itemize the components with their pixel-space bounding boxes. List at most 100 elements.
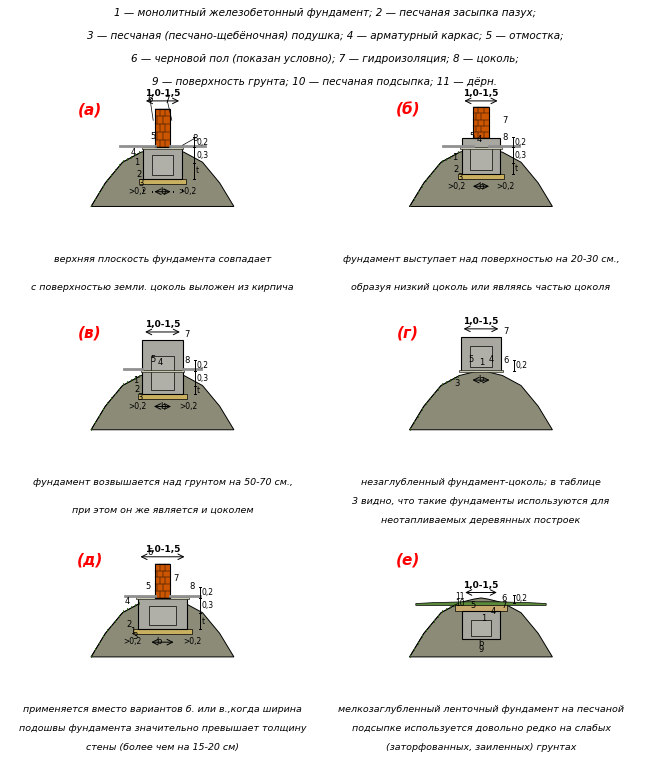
Text: фундамент выступает над поверхностью на 20-30 см.,: фундамент выступает над поверхностью на …	[343, 255, 619, 263]
Text: 7: 7	[502, 601, 507, 611]
Text: (заторфованных, заиленных) грунтах: (заторфованных, заиленных) грунтах	[386, 743, 576, 752]
Text: b: b	[478, 182, 484, 191]
Text: 5: 5	[146, 582, 151, 591]
Text: t: t	[196, 166, 200, 176]
Text: >0,2: >0,2	[128, 402, 146, 411]
Polygon shape	[91, 598, 234, 657]
Text: 4: 4	[477, 135, 482, 144]
Text: 7: 7	[174, 574, 179, 583]
Text: 0,3: 0,3	[202, 601, 214, 610]
Text: 6 — черновой пол (показан условно); 7 — гидроизоляция; 8 — цоколь;: 6 — черновой пол (показан условно); 7 — …	[131, 54, 519, 64]
Text: 7: 7	[164, 95, 170, 105]
Text: 1,0-1,5: 1,0-1,5	[145, 545, 180, 554]
Text: 1,0-1,5: 1,0-1,5	[145, 89, 180, 98]
Polygon shape	[410, 371, 552, 430]
Text: 1: 1	[480, 358, 485, 367]
Text: 6: 6	[503, 356, 508, 365]
Text: 0,3: 0,3	[197, 374, 209, 383]
Bar	[455, 604, 507, 611]
Text: 0,2: 0,2	[196, 138, 208, 146]
Text: 0,2: 0,2	[515, 138, 527, 146]
Text: t: t	[197, 386, 200, 395]
Text: 4: 4	[158, 358, 163, 367]
Bar	[470, 346, 492, 367]
Text: 0,3: 0,3	[515, 151, 527, 159]
Text: 1: 1	[130, 627, 135, 635]
Text: 4: 4	[490, 608, 495, 616]
Text: 3: 3	[138, 179, 144, 188]
Bar	[471, 620, 491, 636]
Text: 8: 8	[189, 582, 194, 591]
Text: при этом он же является и цоколем: при этом он же является и цоколем	[72, 507, 254, 515]
Text: 1,0-1,5: 1,0-1,5	[463, 581, 499, 590]
Text: 1,0-1,5: 1,0-1,5	[463, 317, 499, 326]
Text: 5: 5	[469, 355, 474, 364]
Bar	[460, 146, 502, 149]
Text: верхняя плоскость фундамента совпадает: верхняя плоскость фундамента совпадает	[54, 255, 271, 263]
Text: 1: 1	[134, 158, 139, 166]
Bar	[155, 564, 170, 598]
Text: 2: 2	[135, 385, 140, 393]
Text: неотапливаемых деревянных построек: неотапливаемых деревянных построек	[382, 516, 580, 525]
Bar	[151, 156, 174, 175]
Text: 10: 10	[456, 600, 465, 608]
Text: 3: 3	[454, 380, 460, 388]
Bar	[149, 606, 176, 625]
Text: b: b	[160, 187, 165, 196]
Text: 6: 6	[147, 548, 152, 557]
Polygon shape	[410, 148, 552, 206]
Text: 11: 11	[456, 592, 465, 601]
Bar	[133, 629, 192, 634]
Text: подошвы фундамента значительно превышает толщину: подошвы фундамента значительно превышает…	[19, 724, 306, 733]
Text: 8: 8	[185, 356, 190, 365]
Text: 5: 5	[150, 355, 155, 364]
Bar	[470, 148, 492, 170]
Text: (г): (г)	[397, 326, 419, 341]
Text: 3: 3	[138, 393, 143, 402]
Text: стены (более чем на 15-20 см): стены (более чем на 15-20 см)	[86, 743, 239, 752]
Text: 8: 8	[502, 132, 508, 142]
Bar	[462, 611, 500, 639]
Text: b: b	[157, 638, 162, 647]
Text: t: t	[202, 617, 205, 626]
Text: 7: 7	[185, 330, 190, 339]
Text: 2: 2	[136, 170, 141, 179]
Bar	[143, 148, 182, 179]
Text: 6: 6	[502, 594, 507, 603]
Text: 2: 2	[127, 621, 132, 629]
Polygon shape	[416, 602, 546, 605]
Text: 3: 3	[457, 173, 462, 182]
Text: 0,2: 0,2	[197, 361, 209, 370]
Text: (а): (а)	[77, 102, 101, 118]
Text: (в): (в)	[78, 326, 101, 341]
Text: 0,2: 0,2	[515, 594, 527, 603]
Text: 5: 5	[151, 132, 156, 141]
Text: 8: 8	[192, 134, 198, 142]
Text: подсыпке используется довольно редко на слабых: подсыпке используется довольно редко на …	[352, 724, 610, 733]
Text: >0,2: >0,2	[178, 187, 196, 196]
Bar	[142, 340, 183, 394]
Text: 3: 3	[132, 632, 138, 641]
Text: >0,2: >0,2	[179, 402, 197, 411]
Text: 6: 6	[148, 95, 153, 104]
Text: b: b	[478, 639, 484, 648]
Polygon shape	[410, 598, 552, 657]
Text: 9: 9	[478, 644, 484, 654]
Text: с поверхностью земли. цоколь выложен из кирпича: с поверхностью земли. цоколь выложен из …	[31, 283, 294, 292]
Text: t: t	[515, 164, 518, 173]
Bar	[139, 179, 186, 184]
Text: 2: 2	[454, 165, 459, 173]
Bar	[458, 174, 504, 179]
Text: (е): (е)	[396, 553, 421, 568]
Text: 5: 5	[470, 601, 475, 610]
Text: (б): (б)	[396, 102, 421, 118]
Text: фундамент возвышается над грунтом на 50-70 см.,: фундамент возвышается над грунтом на 50-…	[32, 478, 292, 487]
Bar	[138, 598, 187, 629]
Text: >0,2: >0,2	[129, 187, 147, 196]
Bar	[460, 370, 502, 372]
Text: образуя низкий цоколь или являясь частью цоколя: образуя низкий цоколь или являясь частью…	[352, 283, 610, 292]
Text: 1: 1	[452, 153, 458, 162]
Bar	[473, 107, 489, 138]
Text: 0,3: 0,3	[196, 151, 208, 159]
Text: 1: 1	[481, 614, 486, 623]
